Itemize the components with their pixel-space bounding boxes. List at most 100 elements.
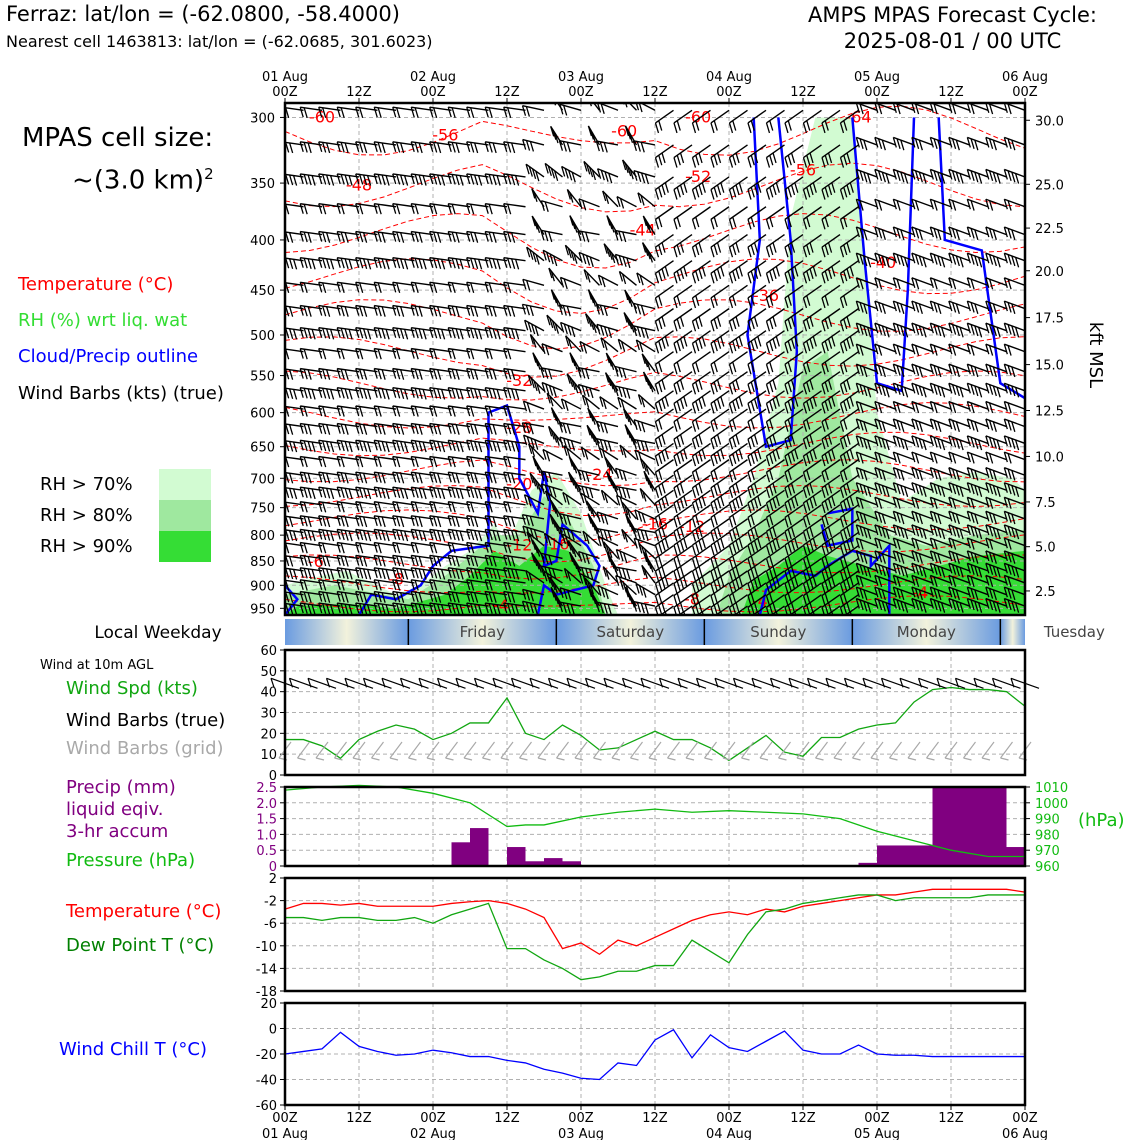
barb-feather bbox=[691, 531, 697, 542]
barb-feather bbox=[585, 568, 590, 579]
barb-staff bbox=[559, 304, 582, 310]
wind-barb bbox=[355, 455, 378, 468]
barb-feather bbox=[597, 585, 602, 596]
wind-barb bbox=[710, 504, 730, 528]
barb-feather bbox=[267, 204, 270, 214]
barb-feather bbox=[410, 368, 415, 379]
wind-barb bbox=[447, 590, 471, 603]
wind-barb bbox=[447, 230, 471, 243]
barb-feather bbox=[627, 318, 633, 330]
wind-barb bbox=[802, 109, 822, 134]
barb-staff bbox=[466, 602, 489, 607]
barb-feather bbox=[470, 423, 475, 435]
barb-staff bbox=[603, 541, 619, 559]
barb-staff bbox=[596, 511, 619, 520]
barb-staff bbox=[392, 501, 415, 506]
barb-feather bbox=[400, 306, 405, 317]
barb-feather bbox=[466, 203, 471, 214]
barb-feather bbox=[555, 435, 560, 446]
barb-feather bbox=[322, 487, 327, 498]
barb-feather bbox=[784, 189, 789, 200]
barb-staff bbox=[485, 455, 508, 461]
barb-feather bbox=[447, 305, 452, 316]
barb-feather bbox=[562, 141, 567, 152]
barb-feather bbox=[765, 517, 771, 528]
wind-barb bbox=[911, 418, 933, 432]
barb-staff bbox=[692, 308, 711, 322]
barb-feather bbox=[470, 204, 475, 215]
wind-barb bbox=[521, 514, 545, 527]
barb-feather bbox=[658, 568, 663, 579]
barb-feather bbox=[683, 182, 688, 193]
barb-feather bbox=[488, 258, 493, 269]
barb-feather bbox=[414, 282, 419, 294]
barb-feather bbox=[716, 483, 722, 494]
barb-feather bbox=[640, 440, 645, 452]
legend-swatch-rh80 bbox=[159, 500, 211, 531]
barb-feather bbox=[589, 487, 594, 499]
barb-feather bbox=[267, 424, 270, 434]
barb-feather bbox=[336, 555, 341, 566]
barb-feather bbox=[629, 169, 634, 180]
cloud-outline bbox=[357, 403, 601, 615]
barb-feather bbox=[720, 182, 725, 193]
barb-feather bbox=[466, 141, 471, 153]
barb-staff bbox=[300, 347, 323, 353]
barb-staff bbox=[448, 326, 471, 332]
barb-feather bbox=[695, 270, 700, 282]
wind-barb bbox=[373, 567, 397, 580]
wind-barb bbox=[373, 141, 397, 154]
barb-feather bbox=[507, 406, 512, 417]
barb-feather bbox=[336, 305, 341, 316]
barb-feather bbox=[466, 542, 471, 553]
barb-feather bbox=[363, 592, 368, 603]
barb-feather bbox=[344, 142, 349, 154]
barb-staff bbox=[337, 347, 360, 353]
wind-barb bbox=[632, 600, 656, 615]
barb-feather bbox=[701, 495, 706, 507]
wind-barb bbox=[728, 390, 748, 414]
barb-staff bbox=[448, 471, 471, 476]
wind-barb bbox=[447, 106, 471, 118]
barb-feather bbox=[661, 498, 666, 509]
barb-feather bbox=[750, 604, 755, 615]
barb-staff bbox=[392, 173, 415, 178]
barb-staff bbox=[930, 300, 952, 310]
wind-barb bbox=[784, 109, 804, 134]
barb-feather bbox=[753, 184, 759, 196]
wind-barb bbox=[728, 371, 748, 395]
barb-feather bbox=[645, 474, 650, 485]
wind-barb bbox=[318, 486, 341, 500]
barb-feather bbox=[377, 502, 382, 513]
barb-feather bbox=[377, 204, 382, 215]
wind-barb bbox=[373, 387, 397, 400]
wind-barb bbox=[641, 564, 656, 584]
barb-feather bbox=[661, 398, 666, 410]
barb-staff bbox=[592, 103, 601, 111]
barb-feather bbox=[750, 318, 755, 330]
barb-staff bbox=[559, 601, 582, 607]
barb-feather bbox=[550, 500, 555, 511]
wind-barb bbox=[532, 455, 545, 476]
wind-barb bbox=[410, 230, 434, 243]
barb-feather bbox=[750, 568, 755, 579]
barb-feather bbox=[429, 141, 434, 153]
barb-feather bbox=[359, 231, 364, 243]
barb-feather bbox=[488, 516, 493, 527]
barb-feather bbox=[658, 361, 663, 373]
barb-feather bbox=[701, 266, 706, 277]
barb-feather bbox=[604, 171, 609, 182]
wind-barb bbox=[318, 173, 341, 186]
barb-feather bbox=[695, 187, 700, 198]
barb-feather bbox=[695, 542, 700, 553]
barb-feather bbox=[600, 490, 606, 501]
barb-feather bbox=[355, 257, 360, 268]
barb-feather bbox=[359, 472, 364, 483]
wind-barb bbox=[373, 281, 397, 294]
wind-barb bbox=[789, 605, 804, 615]
barb-staff bbox=[930, 277, 952, 287]
wind-barb bbox=[710, 144, 730, 168]
wind-barb bbox=[747, 144, 767, 168]
barb-feather bbox=[747, 421, 752, 432]
barb-feather bbox=[418, 516, 423, 528]
